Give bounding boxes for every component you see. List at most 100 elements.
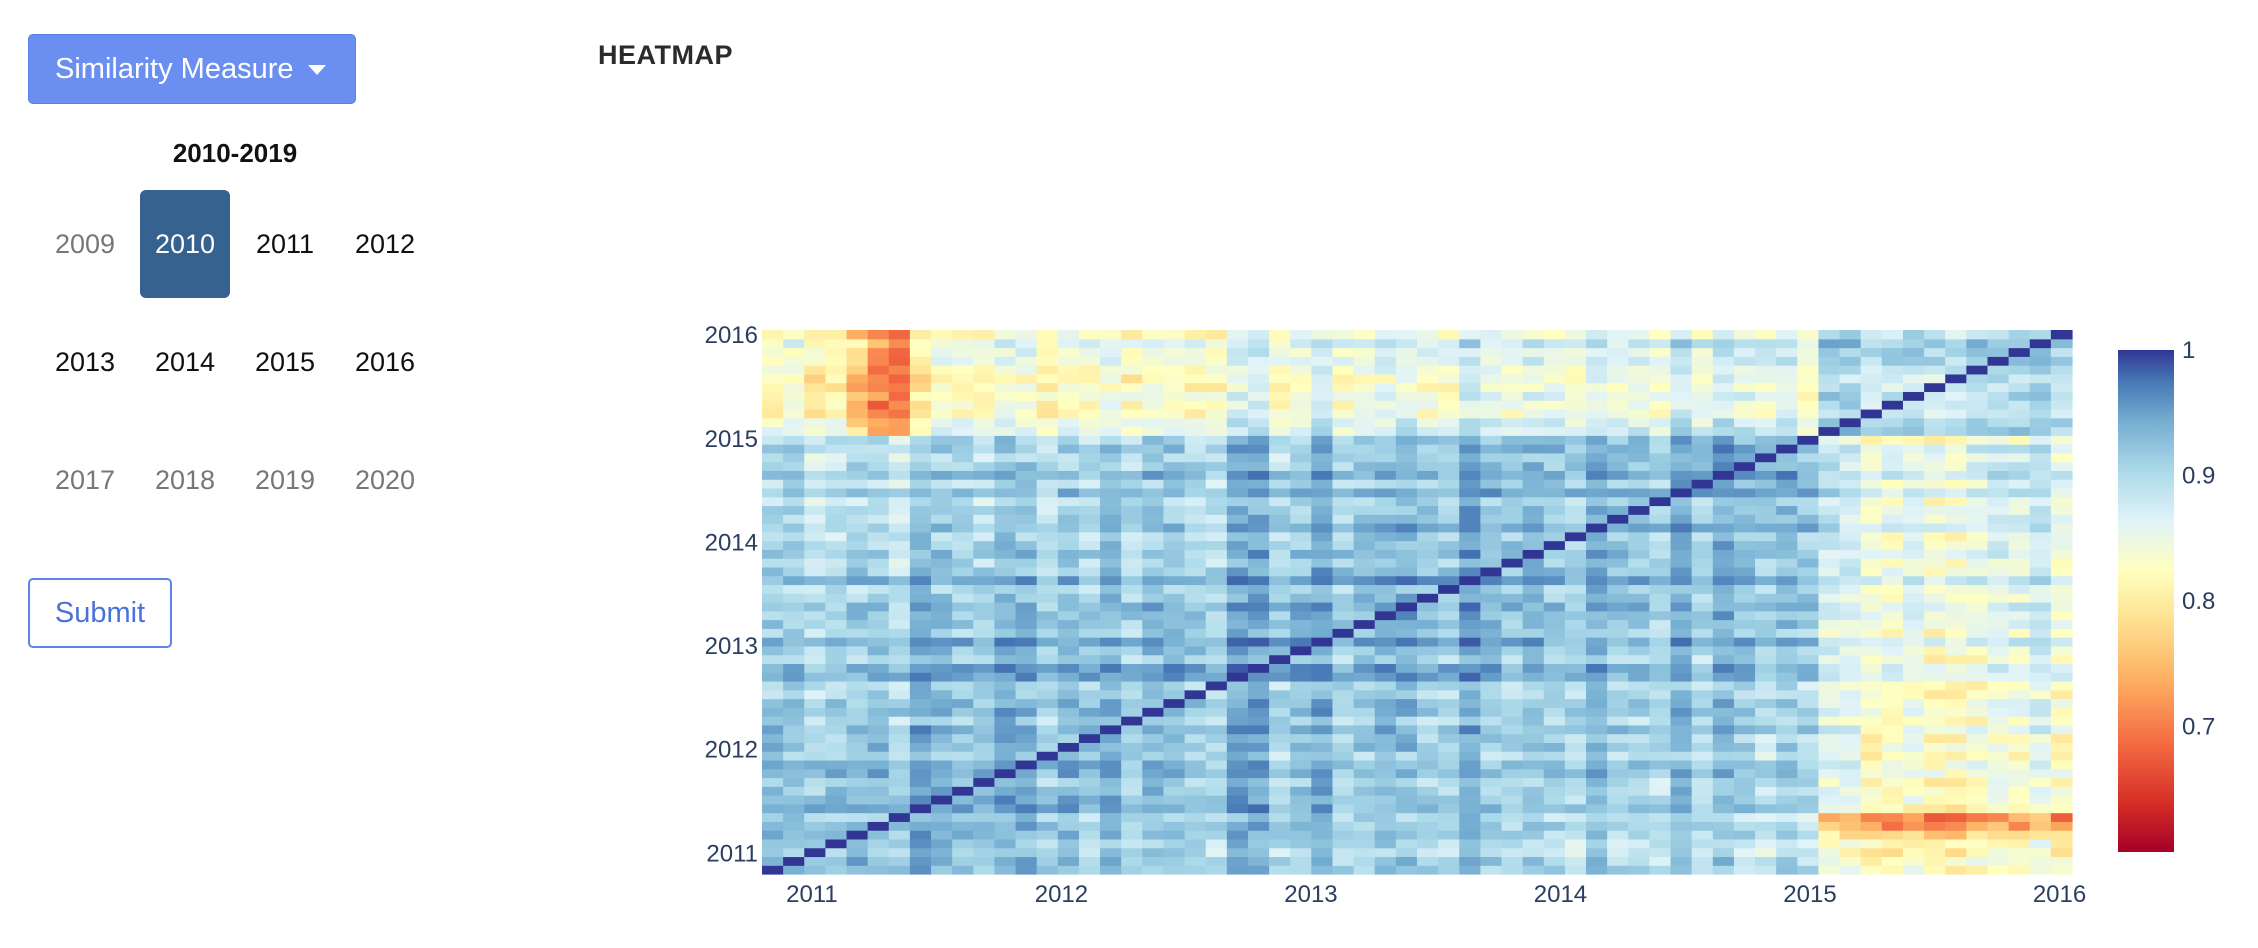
heatmap-cell: [867, 663, 890, 673]
heatmap-cell: [1543, 707, 1566, 717]
heatmap-cell: [973, 689, 996, 700]
heatmap-cell: [1205, 400, 1228, 410]
heatmap-cell: [888, 365, 911, 375]
heatmap-cell: [1184, 812, 1207, 822]
year-cell-2019[interactable]: 2019: [254, 464, 316, 495]
heatmap-cell: [1078, 487, 1101, 498]
heatmap-cell: [1902, 566, 1925, 577]
heatmap-cell: [1438, 382, 1460, 393]
heatmap-cell: [1353, 391, 1376, 401]
heatmap-cell: [1924, 330, 1946, 340]
heatmap-cell: [762, 610, 784, 621]
year-cell-2016[interactable]: 2016: [354, 346, 416, 377]
heatmap-cell: [1247, 654, 1270, 665]
heatmap-cell: [1184, 619, 1207, 629]
heatmap-cell: [1142, 637, 1165, 647]
heatmap-cell: [1543, 356, 1566, 366]
year-cell-2015[interactable]: 2015: [254, 346, 316, 377]
heatmap-cell: [1459, 865, 1481, 875]
heatmap-cell: [1290, 724, 1312, 735]
heatmap-cell: [1966, 566, 1989, 577]
heatmap-cell: [1417, 830, 1439, 840]
heatmap-cell: [1543, 628, 1566, 638]
year-cell-2011[interactable]: 2011: [255, 228, 315, 259]
heatmap-cell: [973, 672, 996, 682]
heatmap-cell: [973, 444, 996, 454]
heatmap-cell: [1733, 549, 1756, 559]
heatmap-cell: [1226, 444, 1249, 454]
heatmap-cell: [1015, 558, 1038, 568]
heatmap-cell: [783, 628, 805, 638]
heatmap-cell: [1417, 637, 1439, 647]
heatmap-cell: [846, 549, 869, 559]
heatmap-cell: [1057, 400, 1080, 410]
submit-button[interactable]: Submit: [28, 578, 172, 648]
heatmap-cell: [1987, 584, 2010, 594]
heatmap-cell: [973, 417, 996, 428]
heatmap-cell: [1902, 716, 1925, 726]
heatmap-cell: [1670, 847, 1693, 858]
heatmap-cell: [1184, 566, 1207, 577]
heatmap-cell: [1755, 830, 1777, 840]
heatmap-cell: [952, 619, 974, 629]
heatmap-cell: [1586, 487, 1608, 498]
year-cell-2012[interactable]: 2012: [354, 228, 416, 259]
heatmap-cell: [1417, 742, 1439, 752]
decade-label: 2010-2019: [172, 138, 298, 168]
heatmap-cell: [1121, 496, 1143, 507]
heatmap-cell: [1691, 461, 1714, 471]
heatmap-cell: [909, 505, 932, 515]
heatmap-cell: [1311, 400, 1334, 410]
heatmap-cell: [888, 742, 911, 752]
heatmap-cell: [1712, 645, 1735, 656]
heatmap-cell: [825, 505, 848, 515]
heatmap-cell: [1564, 803, 1587, 814]
heatmap-cell: [973, 812, 996, 822]
year-cell-2017[interactable]: 2017: [54, 464, 116, 495]
heatmap-cell: [825, 786, 848, 796]
heatmap-cell: [1607, 821, 1629, 831]
heatmap-cell: [1733, 575, 1756, 586]
year-cell-2013[interactable]: 2013: [54, 346, 116, 377]
heatmap-cell: [804, 803, 826, 814]
heatmap-cell: [1839, 444, 1862, 454]
heatmap-cell: [1205, 812, 1228, 822]
heatmap-cell: [1480, 812, 1503, 822]
similarity-measure-dropdown[interactable]: Similarity Measure: [28, 34, 356, 104]
heatmap-cell: [1691, 400, 1714, 410]
heatmap-cell: [1733, 426, 1756, 436]
heatmap-cell: [1332, 610, 1355, 621]
heatmap-cell: [1607, 759, 1629, 770]
heatmap-cell: [2050, 549, 2073, 559]
heatmap-cell: [1776, 444, 1798, 454]
heatmap-cell: [973, 847, 996, 858]
heatmap-cell: [1226, 549, 1249, 559]
heatmap-cell: [1395, 330, 1418, 340]
heatmap-cell: [1247, 680, 1270, 691]
heatmap-cell: [1459, 452, 1481, 463]
year-cell-2020[interactable]: 2020: [354, 464, 416, 495]
heatmap-cell: [1902, 426, 1925, 436]
heatmap-cell: [973, 751, 996, 761]
year-cell-2009[interactable]: 2009: [54, 228, 116, 259]
year-cell-2018[interactable]: 2018: [154, 464, 216, 495]
heatmap-cell: [1184, 593, 1207, 603]
year-cell-2014[interactable]: 2014: [154, 346, 216, 377]
heatmap-cell: [1649, 531, 1672, 542]
heatmap-cell: [804, 795, 826, 805]
heatmap-cell: [1628, 540, 1651, 550]
year-cell-2010[interactable]: 2010: [140, 190, 230, 298]
heatmap-cell: [762, 330, 784, 340]
heatmap-cell: [1374, 584, 1397, 594]
heatmap-cell: [1036, 602, 1059, 612]
heatmap-cell: [1691, 523, 1714, 533]
heatmap-cell: [1353, 487, 1376, 498]
heatmap-cell: [1945, 759, 1967, 770]
heatmap-cell: [1374, 479, 1397, 489]
heatmap-cell: [804, 777, 826, 787]
heatmap-cell: [1184, 759, 1207, 770]
heatmap-cell: [1438, 531, 1460, 542]
heatmap-cell: [1311, 338, 1334, 349]
heatmap-cell: [1121, 373, 1143, 384]
